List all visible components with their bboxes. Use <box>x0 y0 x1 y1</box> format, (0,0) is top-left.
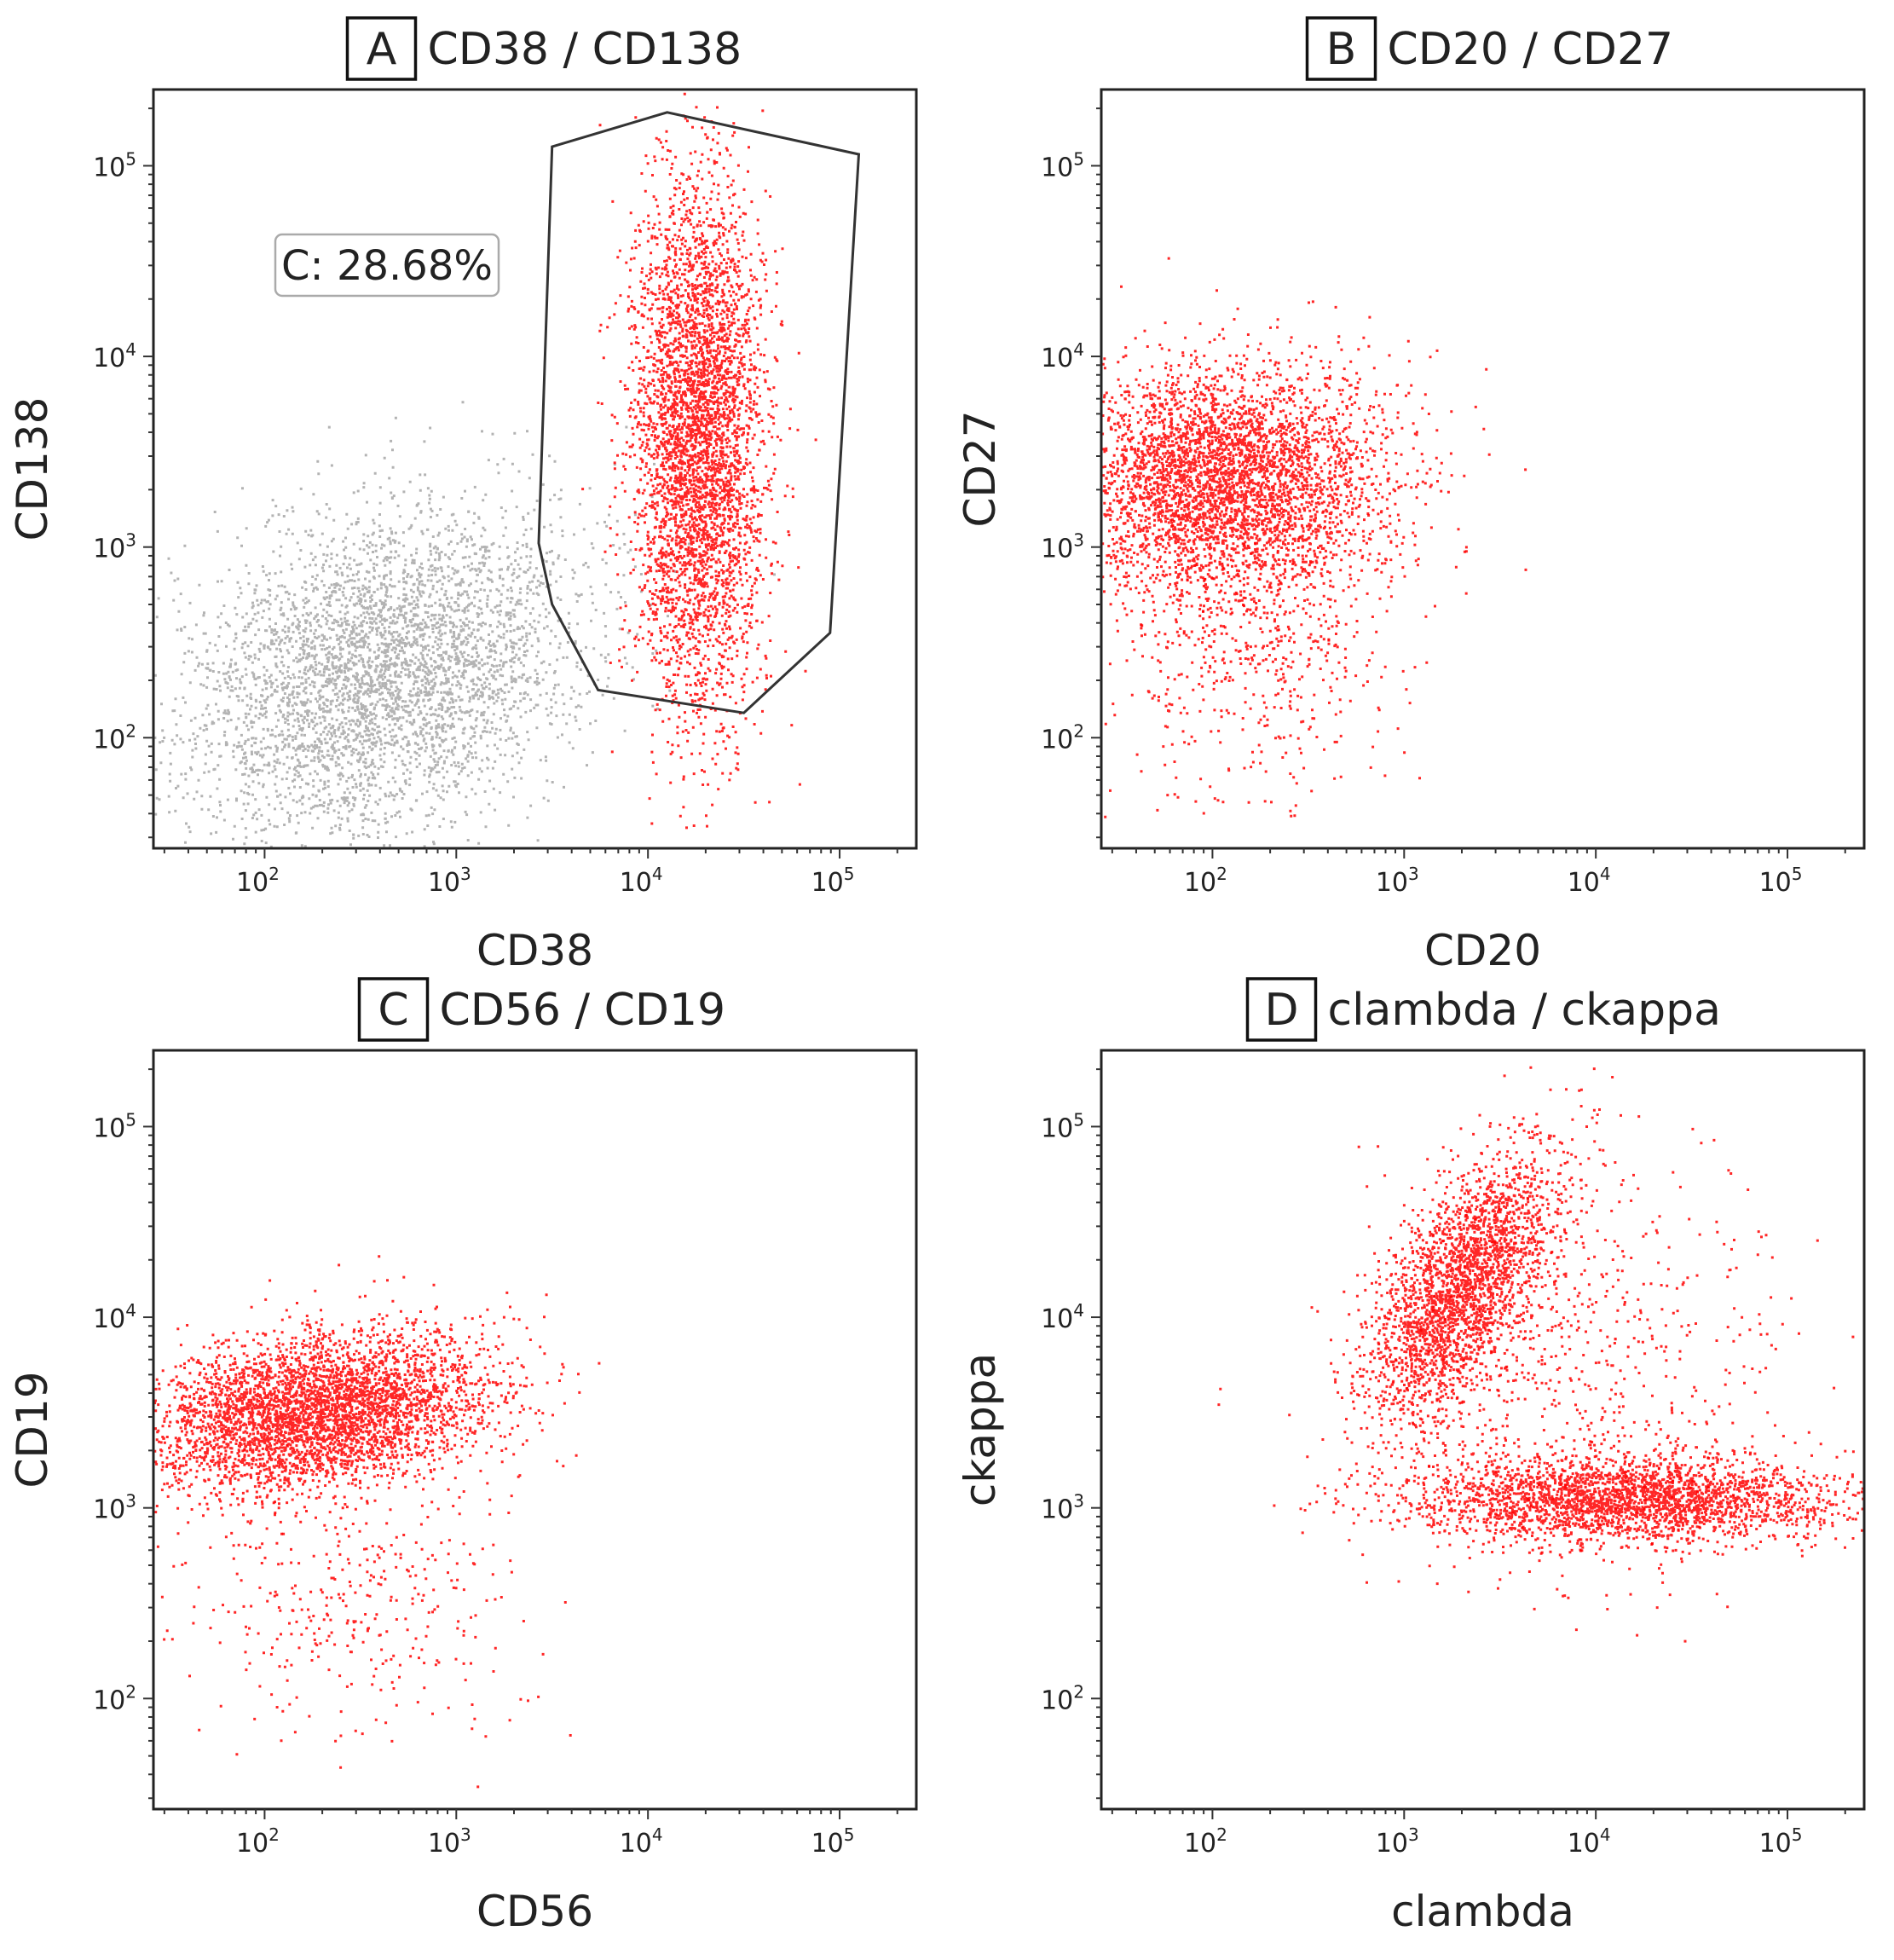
y-tick-label: 102 <box>1041 1681 1084 1715</box>
panel-d: 102 103 104 105 102 103 104 105 clambda ckappa D cl… <box>956 977 1866 1936</box>
y-axis-label: CD27 <box>956 410 1005 527</box>
x-tick-label: 102 <box>236 864 280 898</box>
scatter-cluster-scattered-events <box>1217 1074 1855 1643</box>
plot-frame <box>1100 1049 1866 1811</box>
y-axis-label: CD138 <box>8 397 57 541</box>
x-tick-label: 103 <box>428 1824 471 1859</box>
gate-label-box <box>274 233 500 298</box>
x-tick-label: 105 <box>811 1824 855 1859</box>
y-tick-label: 105 <box>1041 148 1084 182</box>
y-tick-label: 105 <box>93 148 136 182</box>
x-tick-label: 102 <box>1184 1824 1227 1859</box>
x-tick-label: 105 <box>1759 864 1803 898</box>
x-tick-label: 102 <box>236 1824 280 1859</box>
y-tick-label: 104 <box>1041 1300 1084 1334</box>
gate-polygon <box>537 111 861 714</box>
axis-ticks <box>1091 107 1846 859</box>
panel-letter-box <box>1305 16 1377 81</box>
x-tick-label: 105 <box>811 864 855 898</box>
axis-ticks <box>1091 1068 1846 1819</box>
panel-title: clambda / ckappa <box>1328 985 1722 1036</box>
x-tick-label: 104 <box>1568 1824 1611 1859</box>
y-tick-label: 105 <box>1041 1109 1084 1143</box>
x-axis-label: CD56 <box>476 1887 593 1936</box>
y-tick-label: 102 <box>93 1681 136 1715</box>
data-points <box>153 92 817 848</box>
y-tick-label: 104 <box>93 339 136 373</box>
panel-letter: B <box>1326 24 1357 75</box>
y-tick-label: 102 <box>1041 720 1084 755</box>
y-tick-label: 103 <box>1041 1491 1084 1525</box>
plot-frame <box>152 1049 918 1811</box>
data-points <box>1217 1066 1864 1643</box>
panel-letter-box <box>345 16 418 81</box>
scatter-cluster-kappa-positive <box>1273 1066 1623 1557</box>
x-tick-label: 104 <box>620 864 663 898</box>
y-tick-label: 104 <box>1041 339 1084 373</box>
x-axis-label: clambda <box>1391 1887 1574 1936</box>
x-tick-label: 103 <box>1376 1824 1419 1859</box>
x-tick-label: 103 <box>428 864 471 898</box>
y-axis-label: CD19 <box>8 1371 57 1488</box>
panel-b: 102 103 104 105 102 103 104 105 CD20 CD27 B CD20 / … <box>956 16 1866 975</box>
panel-a: C: 28.68% 102 103 104 105 102 103 104 105 CD38 CD1… <box>8 16 918 975</box>
x-tick-label: 105 <box>1759 1824 1803 1859</box>
y-tick-label: 104 <box>93 1300 136 1334</box>
data-points <box>1101 257 1527 818</box>
axis-ticks <box>143 107 898 859</box>
panel-c: 102 103 104 105 102 103 104 105 CD56 CD19 C CD56 / … <box>8 977 918 1936</box>
panel-letter-box <box>1245 977 1318 1042</box>
scatter-cluster-main-population <box>153 1255 601 1551</box>
x-tick-label: 102 <box>1184 864 1227 898</box>
scatter-cluster-lambda-positive <box>1299 1427 1864 1584</box>
panel-letter: C <box>378 985 408 1036</box>
y-axis-label: ckappa <box>956 1353 1005 1506</box>
x-axis-label: CD38 <box>476 926 593 975</box>
y-tick-label: 102 <box>93 720 136 755</box>
x-tick-label: 103 <box>1376 864 1419 898</box>
y-tick-label: 103 <box>93 530 136 564</box>
x-tick-label: 104 <box>1568 864 1611 898</box>
y-tick-label: 103 <box>93 1491 136 1525</box>
plot-frame <box>1100 88 1866 850</box>
panel-title: CD56 / CD19 <box>440 985 726 1036</box>
y-tick-label: 105 <box>93 1109 136 1143</box>
plot-frame <box>152 88 918 850</box>
scatter-cluster-ungated-events <box>153 401 776 848</box>
scatter-cluster-main-population <box>1101 257 1527 668</box>
panel-title: CD38 / CD138 <box>428 24 742 75</box>
panel-title: CD20 / CD27 <box>1388 24 1674 75</box>
axis-ticks <box>143 1068 898 1819</box>
y-tick-label: 103 <box>1041 530 1084 564</box>
scatter-cluster-gated-plasma-cells <box>581 92 817 830</box>
x-tick-label: 104 <box>620 1824 663 1859</box>
gate-label: C: 28.68% <box>281 242 493 290</box>
x-axis-label: CD20 <box>1424 926 1541 975</box>
panel-letter: D <box>1264 985 1298 1036</box>
data-points <box>153 1255 601 1789</box>
panel-letter: A <box>367 24 397 75</box>
panel-letter-box <box>357 977 430 1042</box>
